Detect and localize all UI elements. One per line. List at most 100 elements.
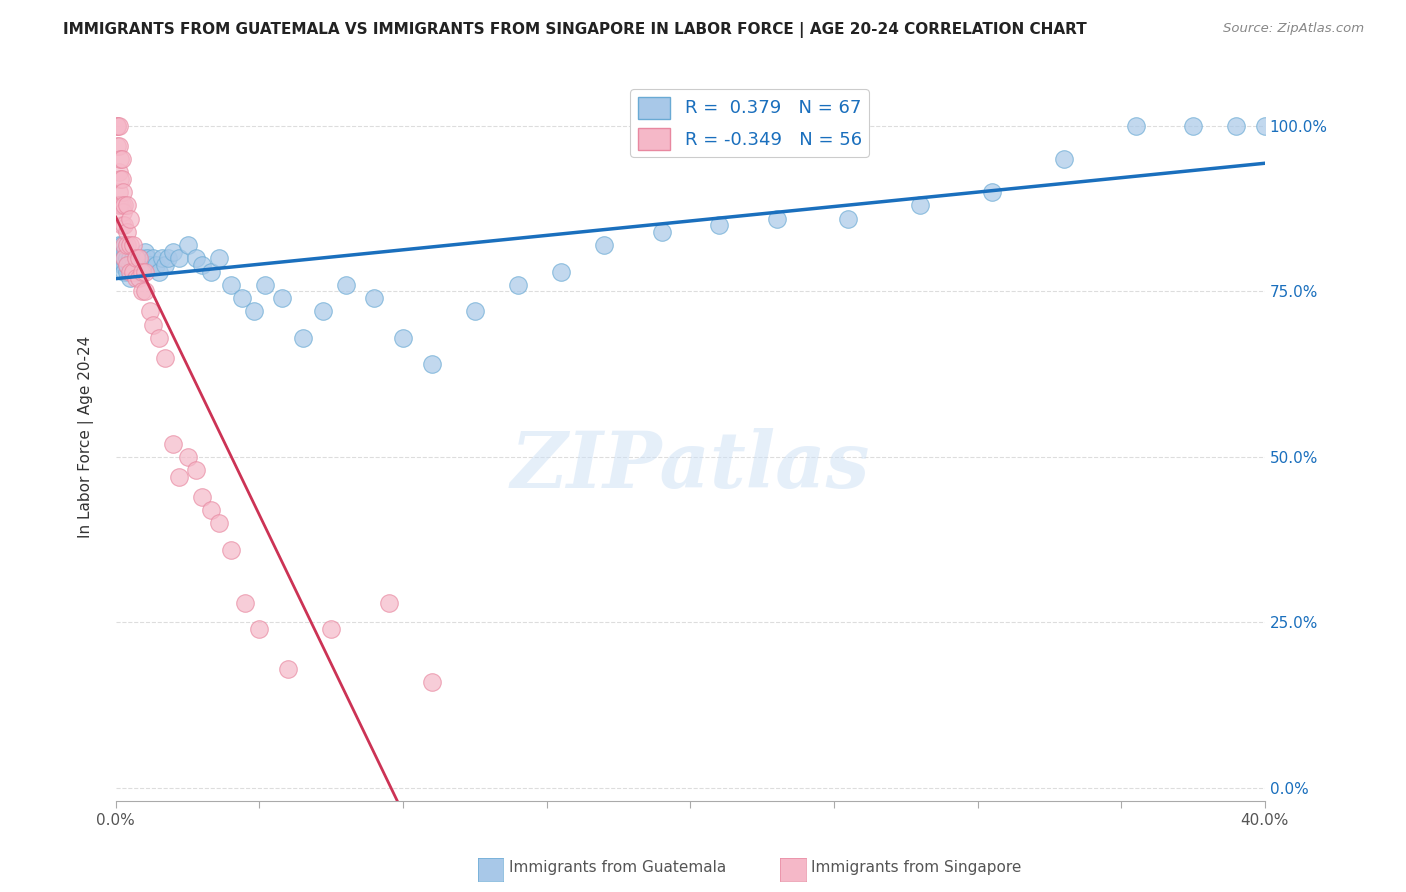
Point: [108, 152, 131, 166]
Point: [550, 264, 572, 278]
Point: [153, 351, 176, 365]
Point: [112, 198, 135, 212]
Point: [420, 675, 443, 690]
Point: [125, 252, 148, 266]
Point: [111, 205, 134, 219]
Point: [1254, 119, 1277, 133]
Point: [139, 304, 162, 318]
Point: [112, 238, 135, 252]
Point: [134, 244, 156, 259]
Point: [191, 258, 214, 272]
Point: [128, 252, 150, 266]
Point: [242, 304, 264, 318]
Point: [117, 252, 139, 266]
Point: [117, 264, 139, 278]
Point: [167, 252, 190, 266]
Point: [120, 252, 142, 266]
Point: [176, 238, 198, 252]
Point: [107, 138, 129, 153]
Point: [208, 252, 231, 266]
Point: [117, 225, 139, 239]
Point: [107, 252, 129, 266]
Text: Immigrants from Singapore: Immigrants from Singapore: [811, 861, 1022, 875]
Point: [110, 172, 132, 186]
Point: [311, 304, 333, 318]
Point: [122, 258, 145, 272]
Text: ZIPatlas: ZIPatlas: [510, 428, 870, 505]
Point: [156, 252, 179, 266]
Point: [111, 185, 134, 199]
Point: [139, 258, 162, 272]
Point: [162, 436, 184, 450]
Text: Source: ZipAtlas.com: Source: ZipAtlas.com: [1223, 22, 1364, 36]
Point: [117, 238, 139, 252]
Point: [167, 470, 190, 484]
Point: [125, 271, 148, 285]
Point: [120, 271, 142, 285]
Point: [186, 252, 208, 266]
Point: [837, 211, 859, 226]
Point: [128, 252, 150, 266]
Point: [291, 331, 314, 345]
Point: [363, 291, 385, 305]
Point: [254, 277, 277, 292]
Point: [593, 238, 616, 252]
Point: [134, 258, 156, 272]
Point: [117, 258, 139, 272]
Point: [142, 252, 165, 266]
Point: [122, 264, 145, 278]
Point: [981, 185, 1004, 199]
Text: Immigrants from Guatemala: Immigrants from Guatemala: [509, 861, 727, 875]
Point: [142, 318, 165, 332]
Point: [112, 252, 135, 266]
Legend: R =  0.379   N = 67, R = -0.349   N = 56: R = 0.379 N = 67, R = -0.349 N = 56: [630, 89, 869, 157]
Point: [105, 119, 128, 133]
Point: [131, 252, 153, 266]
Point: [249, 622, 271, 636]
Point: [134, 285, 156, 299]
Point: [120, 258, 142, 272]
Point: [107, 198, 129, 212]
Point: [392, 331, 415, 345]
Point: [908, 198, 931, 212]
Point: [321, 622, 343, 636]
Point: [117, 258, 139, 272]
Point: [707, 219, 730, 233]
Point: [110, 198, 132, 212]
Point: [1053, 152, 1076, 166]
Point: [765, 211, 787, 226]
Point: [150, 252, 173, 266]
Point: [219, 542, 242, 557]
Text: IMMIGRANTS FROM GUATEMALA VS IMMIGRANTS FROM SINGAPORE IN LABOR FORCE | AGE 20-2: IMMIGRANTS FROM GUATEMALA VS IMMIGRANTS …: [63, 22, 1087, 38]
Point: [208, 516, 231, 530]
Point: [117, 198, 139, 212]
Point: [110, 258, 132, 272]
Point: [112, 244, 135, 259]
Point: [1125, 119, 1147, 133]
Point: [162, 244, 184, 259]
Point: [107, 238, 129, 252]
Point: [148, 331, 170, 345]
Point: [112, 258, 135, 272]
Point: [110, 252, 132, 266]
Point: [136, 252, 159, 266]
Point: [122, 238, 145, 252]
Point: [1182, 119, 1205, 133]
Point: [107, 185, 129, 199]
Point: [651, 225, 673, 239]
Y-axis label: In Labor Force | Age 20-24: In Labor Force | Age 20-24: [79, 336, 94, 538]
Point: [200, 264, 222, 278]
Point: [107, 165, 129, 179]
Point: [105, 138, 128, 153]
Point: [120, 211, 142, 226]
Point: [145, 258, 167, 272]
Point: [120, 264, 142, 278]
Point: [128, 258, 150, 272]
Point: [186, 463, 208, 477]
Point: [112, 252, 135, 266]
Point: [125, 252, 148, 266]
Point: [233, 596, 256, 610]
Point: [120, 238, 142, 252]
Point: [105, 119, 128, 133]
Point: [176, 450, 198, 464]
